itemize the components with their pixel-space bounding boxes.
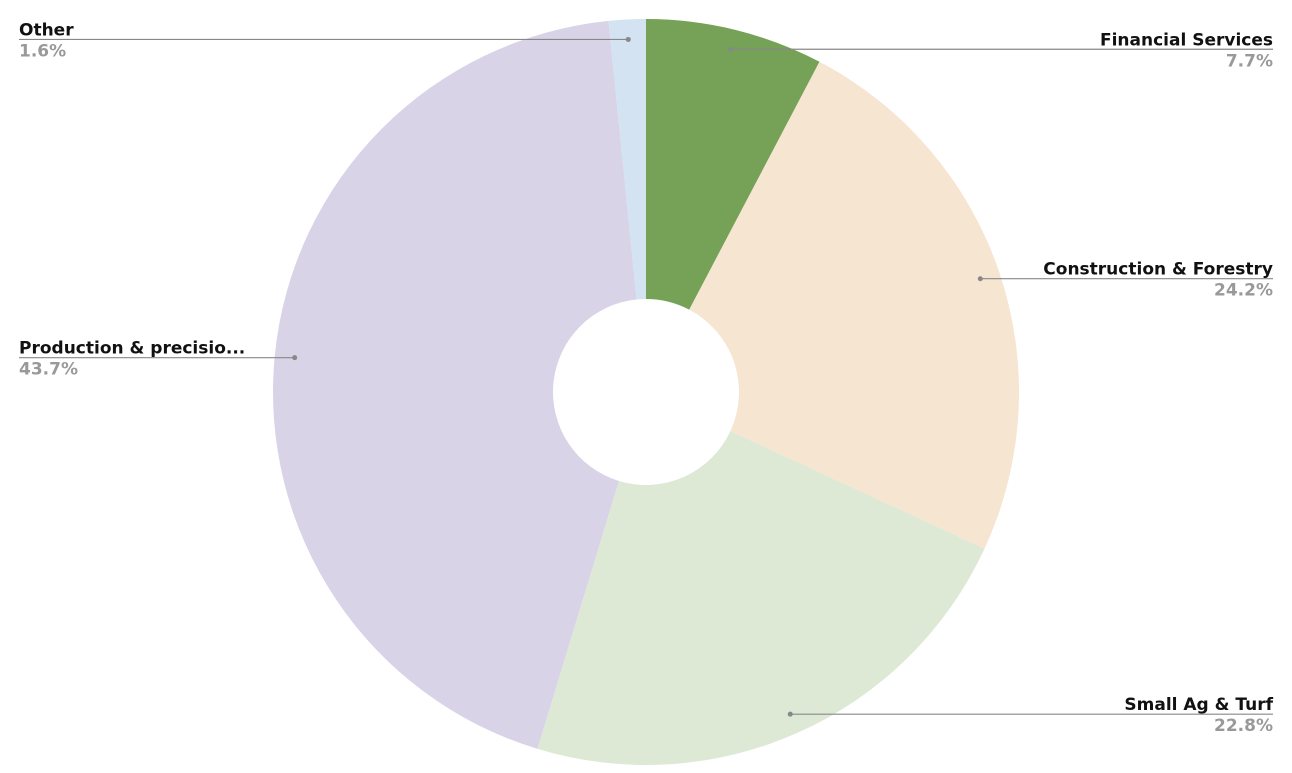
slice-value: 43.7% <box>19 360 78 380</box>
slice-value: 7.7% <box>1226 51 1273 71</box>
slice-label: Construction & Forestry <box>1043 260 1273 280</box>
slice-label: Other <box>19 20 74 40</box>
slice <box>646 19 820 310</box>
leader-dot <box>977 276 983 282</box>
slice <box>689 61 1019 549</box>
slice <box>273 20 637 749</box>
slice-label: Financial Services <box>1100 30 1273 50</box>
slice-value: 24.2% <box>1214 281 1273 301</box>
slice-label: Small Ag & Turf <box>1124 695 1273 715</box>
leader-dot <box>625 36 631 42</box>
leader-dot <box>728 46 734 52</box>
slice-value: 1.6% <box>19 41 66 61</box>
slice-value: 22.8% <box>1214 716 1273 736</box>
leader-dot <box>292 355 298 361</box>
leader-dot <box>787 711 793 717</box>
slice-label: Production & precisio... <box>19 339 245 359</box>
slice <box>537 431 985 765</box>
slice <box>608 19 646 300</box>
